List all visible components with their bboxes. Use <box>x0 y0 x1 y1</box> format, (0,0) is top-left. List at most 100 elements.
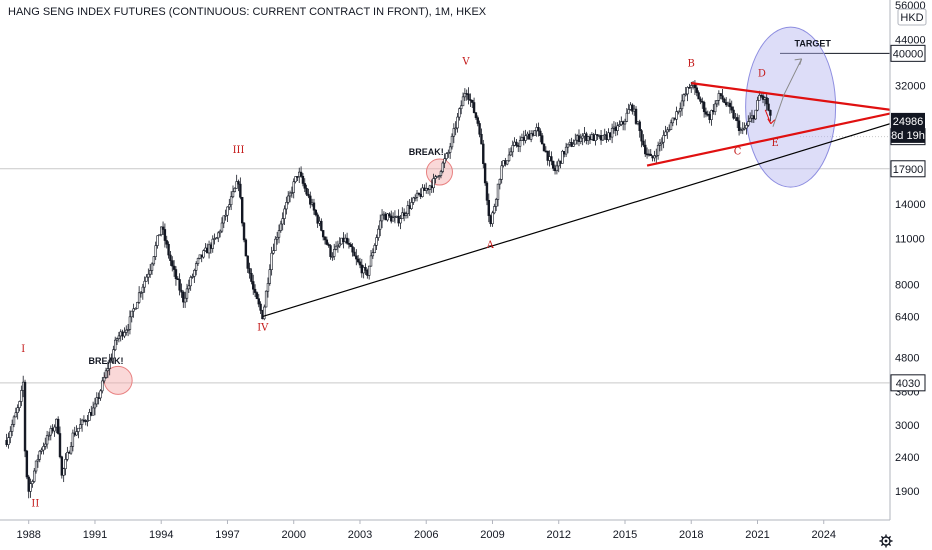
candle <box>125 325 128 336</box>
candle <box>117 331 121 343</box>
candle-body <box>351 246 354 253</box>
candle-body <box>292 181 295 193</box>
candle <box>71 429 75 452</box>
candle <box>625 107 629 123</box>
candle-body <box>279 223 283 231</box>
candle <box>697 90 700 100</box>
candle-body <box>294 176 297 183</box>
candle-body <box>224 214 227 217</box>
candle <box>498 178 502 190</box>
price-axis[interactable]: 1900240030003800480064008000110001400032… <box>890 0 926 498</box>
candle-body <box>410 202 413 209</box>
candle <box>321 230 325 241</box>
candle-body <box>207 244 211 254</box>
candle <box>756 96 759 112</box>
candle <box>445 152 448 161</box>
candle <box>283 205 286 225</box>
candle-body <box>55 418 58 428</box>
candle <box>695 84 698 97</box>
candle-body <box>748 117 752 122</box>
candle-body <box>732 109 735 119</box>
candle <box>463 88 467 101</box>
candle <box>301 173 305 187</box>
candle-body <box>717 93 721 101</box>
candle-body <box>658 143 662 146</box>
candle <box>88 408 91 421</box>
candle-body <box>701 101 704 103</box>
candle-body <box>377 228 380 238</box>
candle-body <box>364 267 367 271</box>
e-arrow <box>764 109 776 125</box>
wave-label: E <box>772 138 779 149</box>
candle <box>767 98 770 112</box>
candle-body <box>257 298 260 305</box>
candle-body <box>174 269 178 279</box>
candle-body <box>329 245 332 257</box>
candle-body <box>581 135 584 139</box>
candle <box>320 218 323 232</box>
candle-body <box>632 108 636 112</box>
candle <box>417 192 421 196</box>
x-tick-label: 1988 <box>16 529 40 541</box>
candle <box>546 150 549 166</box>
candle-body <box>321 230 325 238</box>
candle-body <box>388 213 391 217</box>
candle <box>529 130 533 143</box>
candle-body <box>610 128 614 138</box>
candle-body <box>524 135 527 141</box>
candle-body <box>511 145 514 153</box>
candle <box>454 121 457 136</box>
candle-body <box>12 416 16 425</box>
candle-body <box>14 412 18 418</box>
candle <box>669 119 673 130</box>
candle <box>660 137 663 151</box>
candle <box>261 309 264 320</box>
candle <box>719 93 722 100</box>
candle-body <box>259 303 262 311</box>
candle-body <box>721 95 724 100</box>
candle-body <box>213 238 216 240</box>
candle-body <box>710 110 713 120</box>
bar-countdown: 8d 19h <box>891 130 925 142</box>
settings-icon[interactable] <box>879 534 893 548</box>
candle-body <box>191 276 194 278</box>
candle-body <box>7 437 10 445</box>
last-price-label: 24986 <box>893 116 924 128</box>
candle <box>540 133 544 145</box>
candle-body <box>656 145 660 156</box>
candle <box>748 112 752 123</box>
candle <box>404 211 408 219</box>
candle <box>601 135 605 142</box>
candle-body <box>631 104 634 112</box>
candle-body <box>750 115 754 119</box>
candle <box>542 143 546 152</box>
candle <box>434 174 437 184</box>
time-axis[interactable]: 1988 1991 1994 1997 2000 2003 2006 2009 2012 2015… <box>16 520 836 541</box>
candle <box>172 260 176 277</box>
candle-body <box>391 217 395 222</box>
candle <box>564 142 568 158</box>
candle-body <box>745 124 748 129</box>
candle-body <box>465 93 468 95</box>
candle <box>187 279 191 293</box>
candle <box>228 198 231 211</box>
candle-body <box>504 160 507 165</box>
candle-body <box>531 133 535 136</box>
candle-body <box>233 187 237 192</box>
candle <box>20 385 23 407</box>
candle <box>305 184 308 196</box>
candle-body <box>713 103 717 113</box>
candle <box>371 248 375 259</box>
candle-body <box>507 154 511 162</box>
candle-body <box>56 418 60 434</box>
candle <box>421 184 424 198</box>
x-tick-label: 1994 <box>149 529 173 541</box>
candle <box>60 455 64 479</box>
y-tick-label: 3000 <box>895 420 919 432</box>
candle <box>680 94 684 116</box>
candle-body <box>183 297 187 303</box>
candle-body <box>769 109 772 116</box>
candle <box>323 236 327 245</box>
currency-badge[interactable]: HKD <box>897 8 927 26</box>
